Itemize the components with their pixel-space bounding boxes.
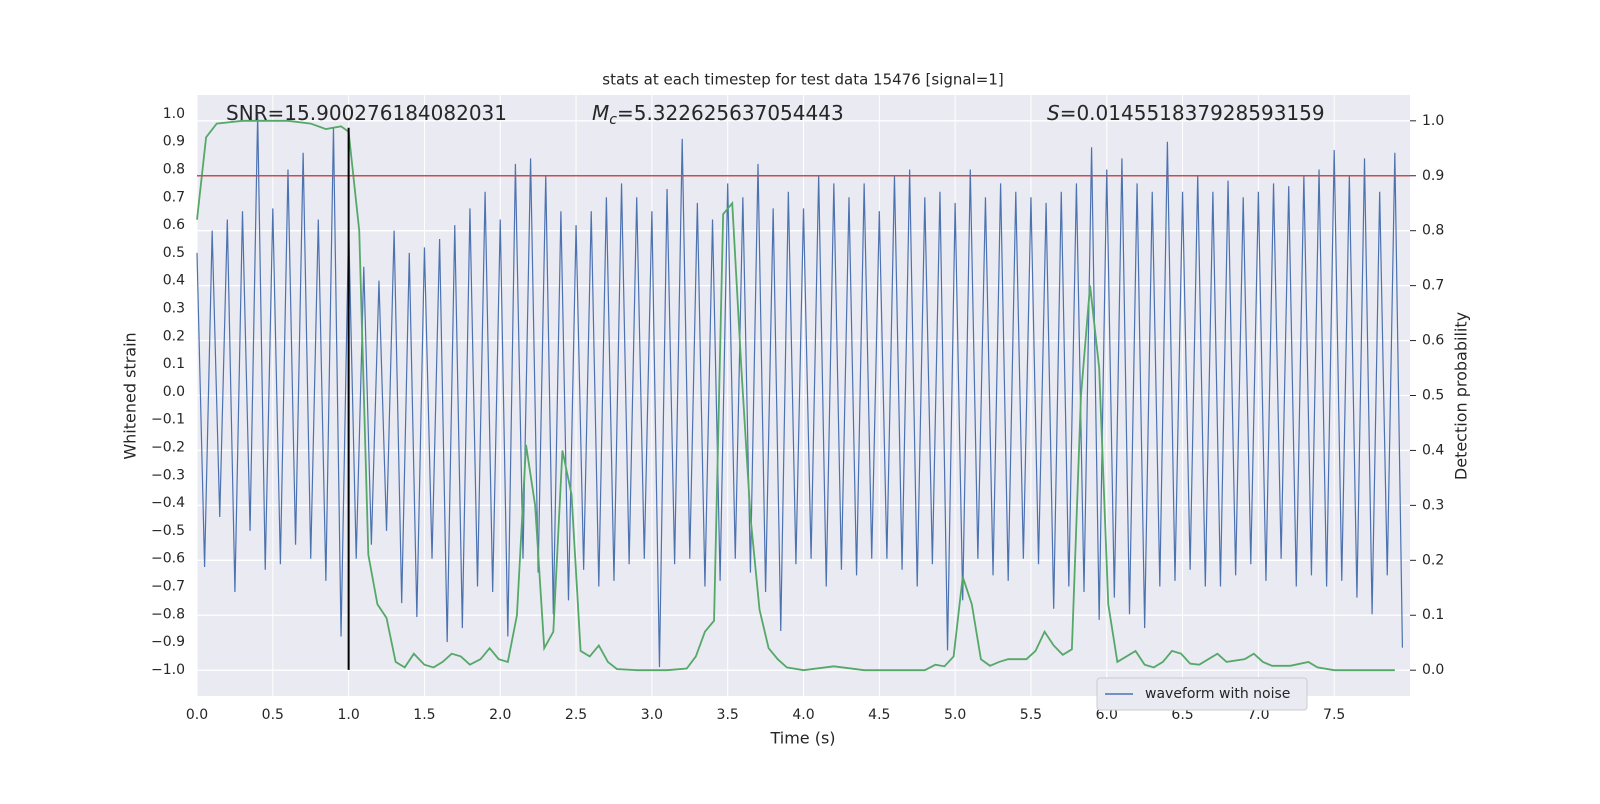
y-tick-label: −0.7: [151, 578, 185, 594]
y-tick-label: 0.1: [163, 356, 185, 372]
chart-title: stats at each timestep for test data 154…: [602, 71, 1003, 89]
y2-tick-label: 0.0: [1422, 662, 1444, 678]
y-tick-label: 0.3: [163, 300, 185, 316]
y2-tick-label: 0.9: [1422, 168, 1444, 184]
x-tick-label: 0.0: [186, 707, 208, 723]
y2-tick-label: 0.3: [1422, 497, 1444, 513]
x-tick-label: 0.5: [262, 707, 284, 723]
x-tick-label: 1.0: [337, 707, 359, 723]
x-tick-label: 5.0: [944, 707, 966, 723]
x-tick-label: 7.0: [1247, 707, 1269, 723]
y2-tick-label: 0.6: [1422, 333, 1444, 349]
annotation-symbol: M: [592, 101, 609, 125]
annotation-text: =0.014551837928593159: [1060, 101, 1325, 125]
series-line: [196, 119, 1395, 672]
y-tick-label: 0.6: [163, 217, 185, 233]
y-tick-label: 0.2: [163, 328, 185, 344]
y2-axis-label: Detection probability: [1452, 312, 1471, 480]
y-tick-label: 1.0: [163, 106, 185, 122]
y-tick-label: 0.9: [163, 134, 185, 150]
series-line: [196, 113, 1404, 668]
y-axis-label: Whitened strain: [121, 332, 140, 459]
y-tick-label: −0.8: [151, 606, 185, 622]
y2-tick-label: 0.8: [1422, 223, 1444, 239]
y2-tick-label: 0.2: [1422, 552, 1444, 568]
x-tick-label: 4.5: [868, 707, 890, 723]
x-tick-label: 1.5: [413, 707, 435, 723]
y-tick-label: −0.1: [151, 412, 185, 428]
x-tick-label: 6.0: [1096, 707, 1118, 723]
y-tick-label: −0.4: [151, 495, 185, 511]
y-tick-label: 0.4: [163, 273, 185, 289]
legend-box: [1096, 677, 1308, 711]
y-tick-label: −0.6: [151, 551, 185, 567]
y-tick-label: −0.9: [151, 634, 185, 650]
y-tick-label: 0.0: [163, 384, 185, 400]
x-tick-label: 7.5: [1323, 707, 1345, 723]
annotation-subscript: c: [609, 112, 617, 128]
annotation: S=0.014551837928593159: [1047, 101, 1325, 125]
x-tick-label: 6.5: [1171, 707, 1193, 723]
x-tick-label: 2.5: [565, 707, 587, 723]
x-axis-label: Time (s): [769, 729, 835, 748]
x-tick-label: 3.0: [641, 707, 663, 723]
y-tick-label: −1.0: [151, 662, 185, 678]
legend-label: waveform with noise: [1145, 686, 1290, 702]
y-tick-label: 0.5: [163, 245, 185, 261]
y2-tick-label: 0.5: [1422, 388, 1444, 404]
y-tick-label: −0.3: [151, 467, 185, 483]
x-tick-label: 5.5: [1020, 707, 1042, 723]
annotation: Mc=5.322625637054443: [592, 101, 844, 129]
annotation-text: =5.322625637054443: [617, 101, 844, 125]
annotation-text: SNR=15.900276184082031: [226, 101, 507, 125]
annotation-symbol: S: [1047, 101, 1060, 125]
y2-tick-label: 0.1: [1422, 607, 1444, 623]
y2-tick-label: 1.0: [1422, 113, 1444, 129]
annotation: SNR=15.900276184082031: [226, 101, 507, 125]
y2-tick-label: 0.7: [1422, 278, 1444, 294]
y-tick-label: −0.5: [151, 523, 185, 539]
y-tick-label: 0.8: [163, 161, 185, 177]
x-tick-label: 2.0: [489, 707, 511, 723]
x-tick-label: 3.5: [717, 707, 739, 723]
x-tick-label: 4.0: [792, 707, 814, 723]
y-tick-label: −0.2: [151, 439, 185, 455]
y2-tick-label: 0.4: [1422, 442, 1444, 458]
y-tick-label: 0.7: [163, 189, 185, 205]
